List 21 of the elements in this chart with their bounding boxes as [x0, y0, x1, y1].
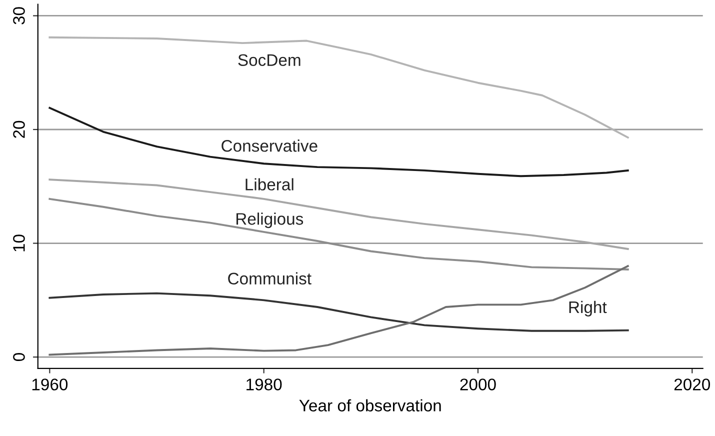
line-series — [48, 265, 629, 356]
line-series — [48, 106, 629, 178]
x-tick-label: 2000 — [460, 378, 496, 390]
series-label: Conservative — [222, 140, 318, 152]
series-label: Right — [569, 300, 607, 316]
y-tick-label: 20 — [13, 120, 25, 138]
line-series — [48, 36, 629, 138]
line-series — [48, 292, 629, 332]
y-tick-label: 0 — [13, 353, 25, 362]
y-tick-label: 10 — [13, 234, 25, 252]
x-axis-title: Year of observation — [299, 399, 441, 412]
line-series — [48, 178, 629, 250]
x-tick-label: 1980 — [246, 378, 282, 390]
series-label: Religious — [236, 212, 304, 228]
line-series — [48, 198, 629, 270]
series-label: Liberal — [246, 178, 294, 190]
series-label: SocDem — [238, 54, 300, 66]
y-tick-label: 30 — [13, 7, 25, 24]
x-tick-label: 1960 — [32, 378, 68, 390]
series-label: Communist — [228, 272, 312, 285]
x-tick-label: 2020 — [674, 378, 710, 390]
